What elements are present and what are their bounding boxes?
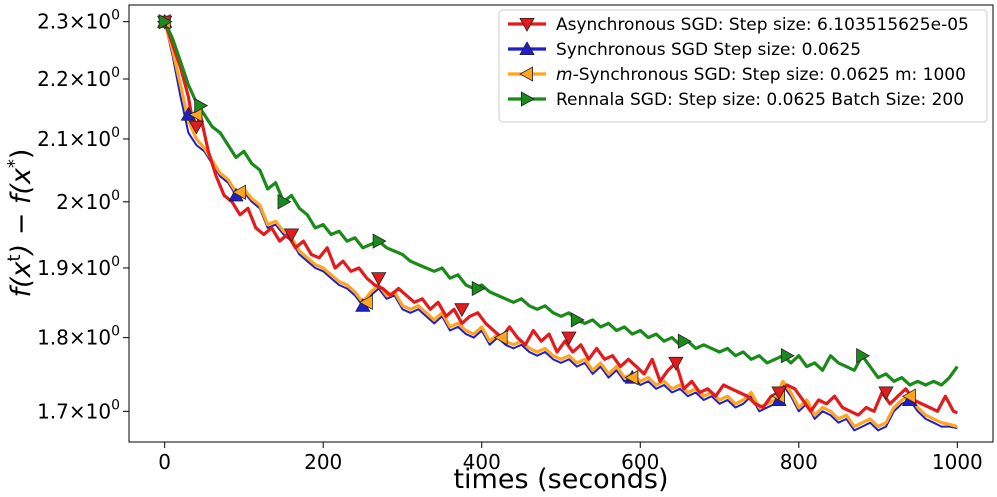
series-marker-3 [856,348,871,364]
series-marker-3 [471,280,486,297]
series-marker-0 [454,303,470,318]
y-tick-label: 2.2×100 [37,65,120,91]
series-marker-3 [780,348,795,364]
y-tick-label: 2.3×100 [37,8,120,34]
x-tick-label: 0 [158,450,171,474]
series-marker-0 [283,228,300,243]
legend-marker-3 [521,91,535,107]
legend-entry-2: m-Synchronous SGD: Step size: 0.0625 m: … [556,65,966,85]
x-axis-label: times (seconds) [453,464,668,495]
legend-entry-1: Synchronous SGD Step size: 0.0625 [556,40,861,60]
y-axis: 1.7×100 1.8×100 1.9×100 2×100 2.1×100 2.2×100… [37,8,129,423]
series-marker-0 [668,356,684,371]
legend-box [498,9,988,123]
series-marker-3 [570,312,585,328]
y-tick-label: 1.9×100 [37,254,120,280]
series-marker-2 [901,388,916,404]
series-marker-2 [624,369,639,386]
series-marker-0 [371,272,387,287]
x-tick-label: 600 [621,450,659,474]
legend: Asynchronous SGD: Step size: 6.103515625… [498,9,988,123]
legend-entry-3: Rennala SGD: Step size: 0.0625 Batch Siz… [556,90,964,110]
marker-group [156,13,918,407]
y-tick-label: 1.8×100 [37,324,120,350]
x-axis: 0 200 400 600 800 1000 [158,442,983,474]
legend-marker-1 [519,41,535,55]
series-marker-2 [493,329,508,346]
x-tick-label: 1000 [932,450,983,474]
series-marker-3 [677,333,692,349]
x-tick-label: 200 [304,450,342,474]
legend-entry-0: Asynchronous SGD: Step size: 6.103515625… [556,15,969,35]
x-tick-label: 800 [780,450,818,474]
y-axis-label: f(xt) − f(x*) [4,149,37,298]
series-marker-3 [277,194,292,210]
series-marker-2 [358,294,373,310]
legend-marker-0 [519,17,535,32]
legend-marker-2 [519,66,533,82]
x-tick-label: 400 [463,450,501,474]
series-marker-3 [372,233,387,249]
series-line-1 [163,21,958,432]
series-marker-0 [561,331,577,346]
series-marker-2 [232,184,247,200]
series-marker-0 [188,120,205,135]
series-marker-3 [158,14,173,30]
y-tick-label: 2×100 [56,188,120,214]
series-marker-0 [771,386,787,401]
series-marker-3 [194,97,209,114]
series-marker-0 [878,386,894,401]
y-tick-label: 2.1×100 [37,125,120,151]
y-tick-label: 1.7×100 [37,397,120,423]
series-line-3 [163,21,959,387]
